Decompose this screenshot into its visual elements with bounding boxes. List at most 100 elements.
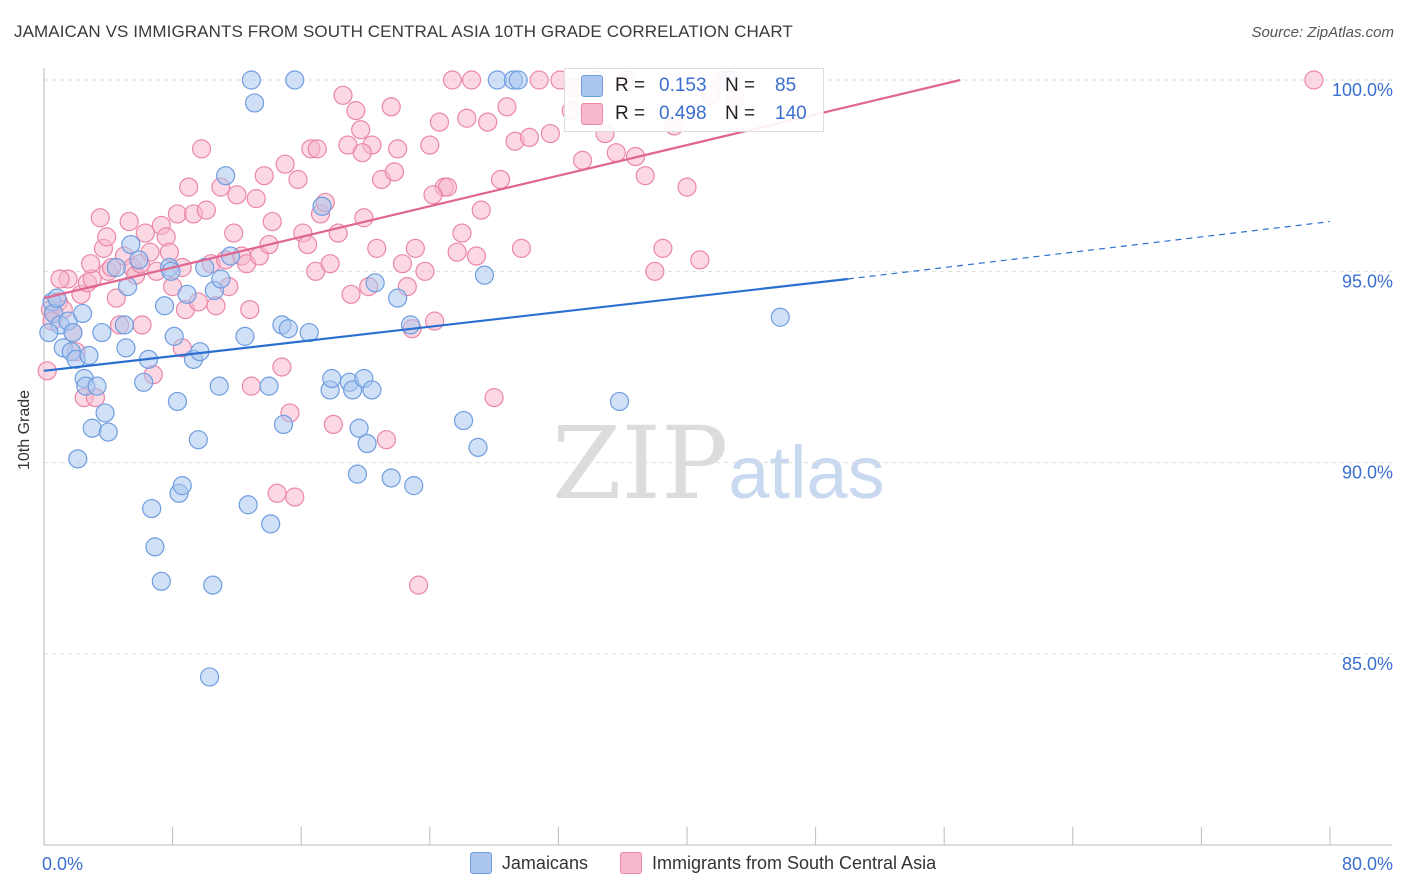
point-immigrants bbox=[241, 376, 261, 396]
stats-swatch-blue bbox=[581, 75, 603, 97]
point-jamaicans bbox=[278, 319, 298, 339]
point-immigrants bbox=[423, 185, 443, 205]
point-jamaicans bbox=[235, 326, 255, 346]
stats-n-label: N = bbox=[725, 103, 756, 124]
chart-title: JAMAICAN VS IMMIGRANTS FROM SOUTH CENTRA… bbox=[14, 22, 793, 41]
series-legend: Jamaicans Immigrants from South Central … bbox=[0, 852, 1406, 874]
point-immigrants bbox=[191, 139, 212, 159]
stats-row-immigrants: R = 0.498 N = 140 bbox=[581, 103, 807, 125]
point-jamaicans bbox=[312, 196, 332, 216]
legend-label: Immigrants from South Central Asia bbox=[651, 852, 937, 873]
point-immigrants bbox=[490, 169, 511, 190]
point-jamaicans bbox=[285, 70, 305, 90]
stats-r-label: R = bbox=[615, 75, 646, 96]
point-immigrants bbox=[106, 288, 126, 308]
point-jamaicans bbox=[98, 422, 118, 442]
point-jamaicans bbox=[244, 93, 265, 113]
point-jamaicans bbox=[400, 315, 421, 335]
point-jamaicans bbox=[209, 376, 229, 396]
watermark-zip: ZIP bbox=[552, 405, 729, 522]
point-immigrants bbox=[405, 238, 425, 258]
point-jamaicans bbox=[211, 269, 231, 289]
point-jamaicans bbox=[172, 476, 192, 496]
point-immigrants bbox=[119, 211, 139, 232]
point-jamaicans bbox=[142, 498, 162, 519]
point-jamaicans bbox=[154, 296, 175, 316]
point-jamaicans bbox=[508, 70, 528, 90]
point-jamaicans bbox=[362, 380, 382, 400]
point-immigrants bbox=[224, 223, 244, 243]
point-immigrants bbox=[381, 97, 401, 117]
point-immigrants bbox=[690, 250, 710, 270]
stats-r-value: 0.498 bbox=[659, 103, 707, 124]
legend-item-jamaicans[interactable]: Jamaicans bbox=[469, 852, 588, 874]
point-jamaicans bbox=[134, 372, 154, 392]
point-jamaicans bbox=[322, 368, 342, 389]
point-jamaicans bbox=[203, 575, 223, 595]
point-immigrants bbox=[196, 200, 216, 220]
point-immigrants bbox=[415, 261, 435, 281]
point-jamaicans bbox=[609, 391, 630, 412]
point-jamaicans bbox=[164, 326, 184, 346]
point-jamaicans bbox=[453, 410, 474, 431]
point-immigrants bbox=[420, 135, 440, 155]
point-jamaicans bbox=[195, 257, 215, 278]
stats-n-value: 140 bbox=[775, 103, 807, 124]
point-jamaicans bbox=[106, 257, 126, 278]
point-jamaicans bbox=[357, 433, 377, 454]
point-immigrants bbox=[298, 234, 318, 255]
point-immigrants bbox=[408, 575, 429, 595]
point-immigrants bbox=[333, 85, 353, 105]
point-immigrants bbox=[447, 242, 467, 262]
point-jamaicans bbox=[95, 403, 115, 423]
point-jamaicans bbox=[72, 303, 93, 324]
legend-swatch-blue bbox=[469, 852, 492, 874]
point-immigrants bbox=[50, 269, 70, 289]
point-immigrants bbox=[635, 166, 655, 186]
point-immigrants bbox=[132, 315, 152, 335]
point-jamaicans bbox=[261, 514, 281, 534]
trend-line-jamaicans bbox=[43, 277, 848, 372]
point-immigrants bbox=[135, 223, 155, 243]
point-immigrants bbox=[307, 139, 327, 159]
point-jamaicans bbox=[343, 380, 363, 400]
point-jamaicans bbox=[347, 464, 368, 484]
point-immigrants bbox=[367, 238, 387, 258]
stats-r-label: R = bbox=[615, 103, 646, 124]
point-immigrants bbox=[288, 169, 308, 190]
stats-swatch-pink bbox=[581, 103, 603, 125]
point-jamaicans bbox=[63, 322, 83, 343]
point-jamaicans bbox=[770, 307, 790, 327]
point-immigrants bbox=[677, 177, 697, 197]
legend-label: Jamaicans bbox=[501, 852, 588, 873]
point-immigrants bbox=[179, 177, 199, 197]
legend-item-immigrants[interactable]: Immigrants from South Central Asia bbox=[619, 852, 937, 874]
point-immigrants bbox=[1304, 70, 1324, 90]
point-immigrants bbox=[461, 70, 482, 90]
point-immigrants bbox=[346, 101, 366, 121]
point-immigrants bbox=[352, 143, 372, 163]
x-tick-label: 0.0% bbox=[42, 854, 83, 874]
point-immigrants bbox=[320, 254, 340, 274]
point-immigrants bbox=[97, 227, 117, 247]
point-immigrants bbox=[519, 127, 540, 147]
point-immigrants bbox=[246, 189, 266, 209]
point-immigrants bbox=[275, 154, 295, 174]
point-immigrants bbox=[90, 208, 110, 228]
point-jamaicans bbox=[161, 261, 181, 281]
point-immigrants bbox=[457, 108, 477, 128]
point-immigrants bbox=[376, 430, 396, 450]
point-jamaicans bbox=[114, 315, 134, 335]
y-tick-label: 100.0% bbox=[1332, 80, 1393, 100]
y-axis-title: 10th Grade bbox=[16, 389, 33, 470]
point-immigrants bbox=[240, 300, 260, 320]
point-immigrants bbox=[272, 357, 292, 377]
point-immigrants bbox=[254, 166, 274, 186]
point-immigrants bbox=[529, 70, 549, 90]
point-immigrants bbox=[466, 246, 487, 266]
source-label: Source: ZipAtlas.com bbox=[1251, 24, 1394, 41]
point-immigrants bbox=[341, 284, 361, 304]
point-immigrants bbox=[511, 238, 532, 258]
stats-n-value: 85 bbox=[775, 75, 797, 96]
point-jamaicans bbox=[87, 376, 107, 396]
